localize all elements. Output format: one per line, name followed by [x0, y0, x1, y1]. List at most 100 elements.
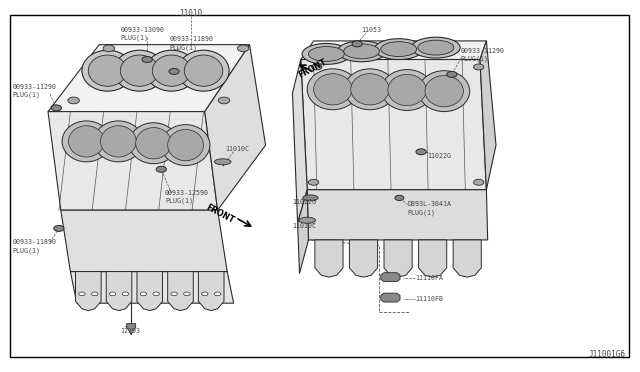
Ellipse shape — [168, 129, 204, 161]
Polygon shape — [384, 240, 412, 277]
Circle shape — [416, 149, 426, 155]
Circle shape — [312, 64, 322, 70]
Circle shape — [395, 195, 404, 201]
Polygon shape — [381, 293, 400, 302]
Ellipse shape — [388, 74, 426, 106]
Text: 00933-13090
PLUG(1): 00933-13090 PLUG(1) — [120, 27, 164, 41]
Ellipse shape — [308, 46, 344, 61]
Ellipse shape — [178, 50, 229, 91]
Text: 11110FB: 11110FB — [415, 296, 443, 302]
Ellipse shape — [114, 50, 165, 91]
Polygon shape — [292, 60, 307, 223]
Text: 00933-11290
PLUG(1): 00933-11290 PLUG(1) — [461, 48, 505, 62]
Circle shape — [103, 45, 115, 52]
Polygon shape — [61, 210, 227, 272]
Polygon shape — [298, 190, 308, 273]
Ellipse shape — [82, 50, 133, 91]
Ellipse shape — [307, 69, 358, 110]
Polygon shape — [70, 272, 234, 303]
Ellipse shape — [129, 123, 178, 164]
Circle shape — [142, 57, 152, 62]
Circle shape — [92, 292, 98, 296]
Ellipse shape — [184, 55, 223, 86]
Ellipse shape — [62, 121, 111, 162]
Polygon shape — [301, 41, 486, 60]
Polygon shape — [480, 41, 496, 190]
Polygon shape — [198, 272, 224, 311]
Polygon shape — [205, 45, 266, 210]
Text: 11010C: 11010C — [225, 146, 249, 152]
Ellipse shape — [120, 55, 159, 86]
Circle shape — [169, 68, 179, 74]
Ellipse shape — [68, 126, 104, 157]
Ellipse shape — [374, 39, 423, 60]
Circle shape — [184, 292, 190, 296]
Ellipse shape — [161, 125, 210, 166]
Ellipse shape — [94, 121, 143, 162]
Text: 11010C: 11010C — [292, 223, 316, 229]
Ellipse shape — [381, 70, 433, 110]
Circle shape — [140, 292, 147, 296]
Circle shape — [474, 64, 484, 70]
Circle shape — [308, 179, 319, 185]
Circle shape — [171, 292, 177, 296]
Text: 12293: 12293 — [120, 328, 140, 334]
Polygon shape — [106, 272, 132, 311]
Text: 11022G: 11022G — [292, 199, 316, 205]
Circle shape — [237, 45, 249, 52]
Polygon shape — [48, 112, 218, 210]
Circle shape — [122, 292, 129, 296]
Polygon shape — [349, 240, 378, 277]
Polygon shape — [48, 45, 250, 112]
Text: 11110FA: 11110FA — [415, 275, 443, 281]
Ellipse shape — [344, 44, 380, 59]
Circle shape — [447, 71, 457, 77]
Circle shape — [51, 105, 61, 111]
Ellipse shape — [412, 37, 460, 58]
Circle shape — [54, 225, 64, 231]
Ellipse shape — [418, 40, 454, 55]
Ellipse shape — [344, 69, 396, 110]
Ellipse shape — [146, 50, 197, 91]
Polygon shape — [419, 240, 447, 277]
Ellipse shape — [214, 159, 231, 165]
Ellipse shape — [299, 217, 316, 223]
Circle shape — [68, 97, 79, 104]
FancyBboxPatch shape — [10, 15, 629, 357]
Text: 11022G: 11022G — [428, 153, 452, 159]
Polygon shape — [301, 60, 486, 190]
Text: FRONT: FRONT — [205, 203, 236, 225]
Text: 00933-11890
PLUG(1): 00933-11890 PLUG(1) — [170, 36, 214, 51]
Ellipse shape — [100, 126, 136, 157]
Ellipse shape — [88, 55, 127, 86]
Text: 11053: 11053 — [362, 27, 381, 33]
Circle shape — [352, 41, 362, 47]
Polygon shape — [127, 324, 136, 335]
Ellipse shape — [425, 76, 463, 107]
Circle shape — [153, 292, 159, 296]
Circle shape — [214, 292, 221, 296]
Ellipse shape — [381, 42, 417, 57]
Text: 00933-11290
PLUG(1): 00933-11290 PLUG(1) — [13, 84, 57, 98]
Circle shape — [474, 179, 484, 185]
Polygon shape — [168, 272, 193, 311]
Text: DB93L-3041A
PLUG(1): DB93L-3041A PLUG(1) — [408, 201, 452, 215]
Polygon shape — [76, 272, 101, 311]
Circle shape — [79, 292, 85, 296]
Ellipse shape — [303, 195, 318, 201]
Polygon shape — [381, 273, 400, 282]
Ellipse shape — [314, 74, 352, 105]
Text: 00933-11890
PLUG(1): 00933-11890 PLUG(1) — [13, 239, 57, 253]
Circle shape — [156, 166, 166, 172]
Polygon shape — [453, 240, 481, 277]
Text: 11010: 11010 — [179, 9, 202, 18]
Circle shape — [202, 292, 208, 296]
Ellipse shape — [302, 44, 351, 64]
Text: FRONT: FRONT — [297, 58, 328, 80]
Text: J11001G6: J11001G6 — [589, 350, 626, 359]
Ellipse shape — [419, 71, 470, 112]
Polygon shape — [137, 272, 163, 311]
Circle shape — [109, 292, 116, 296]
Ellipse shape — [351, 74, 389, 105]
Ellipse shape — [337, 41, 386, 62]
